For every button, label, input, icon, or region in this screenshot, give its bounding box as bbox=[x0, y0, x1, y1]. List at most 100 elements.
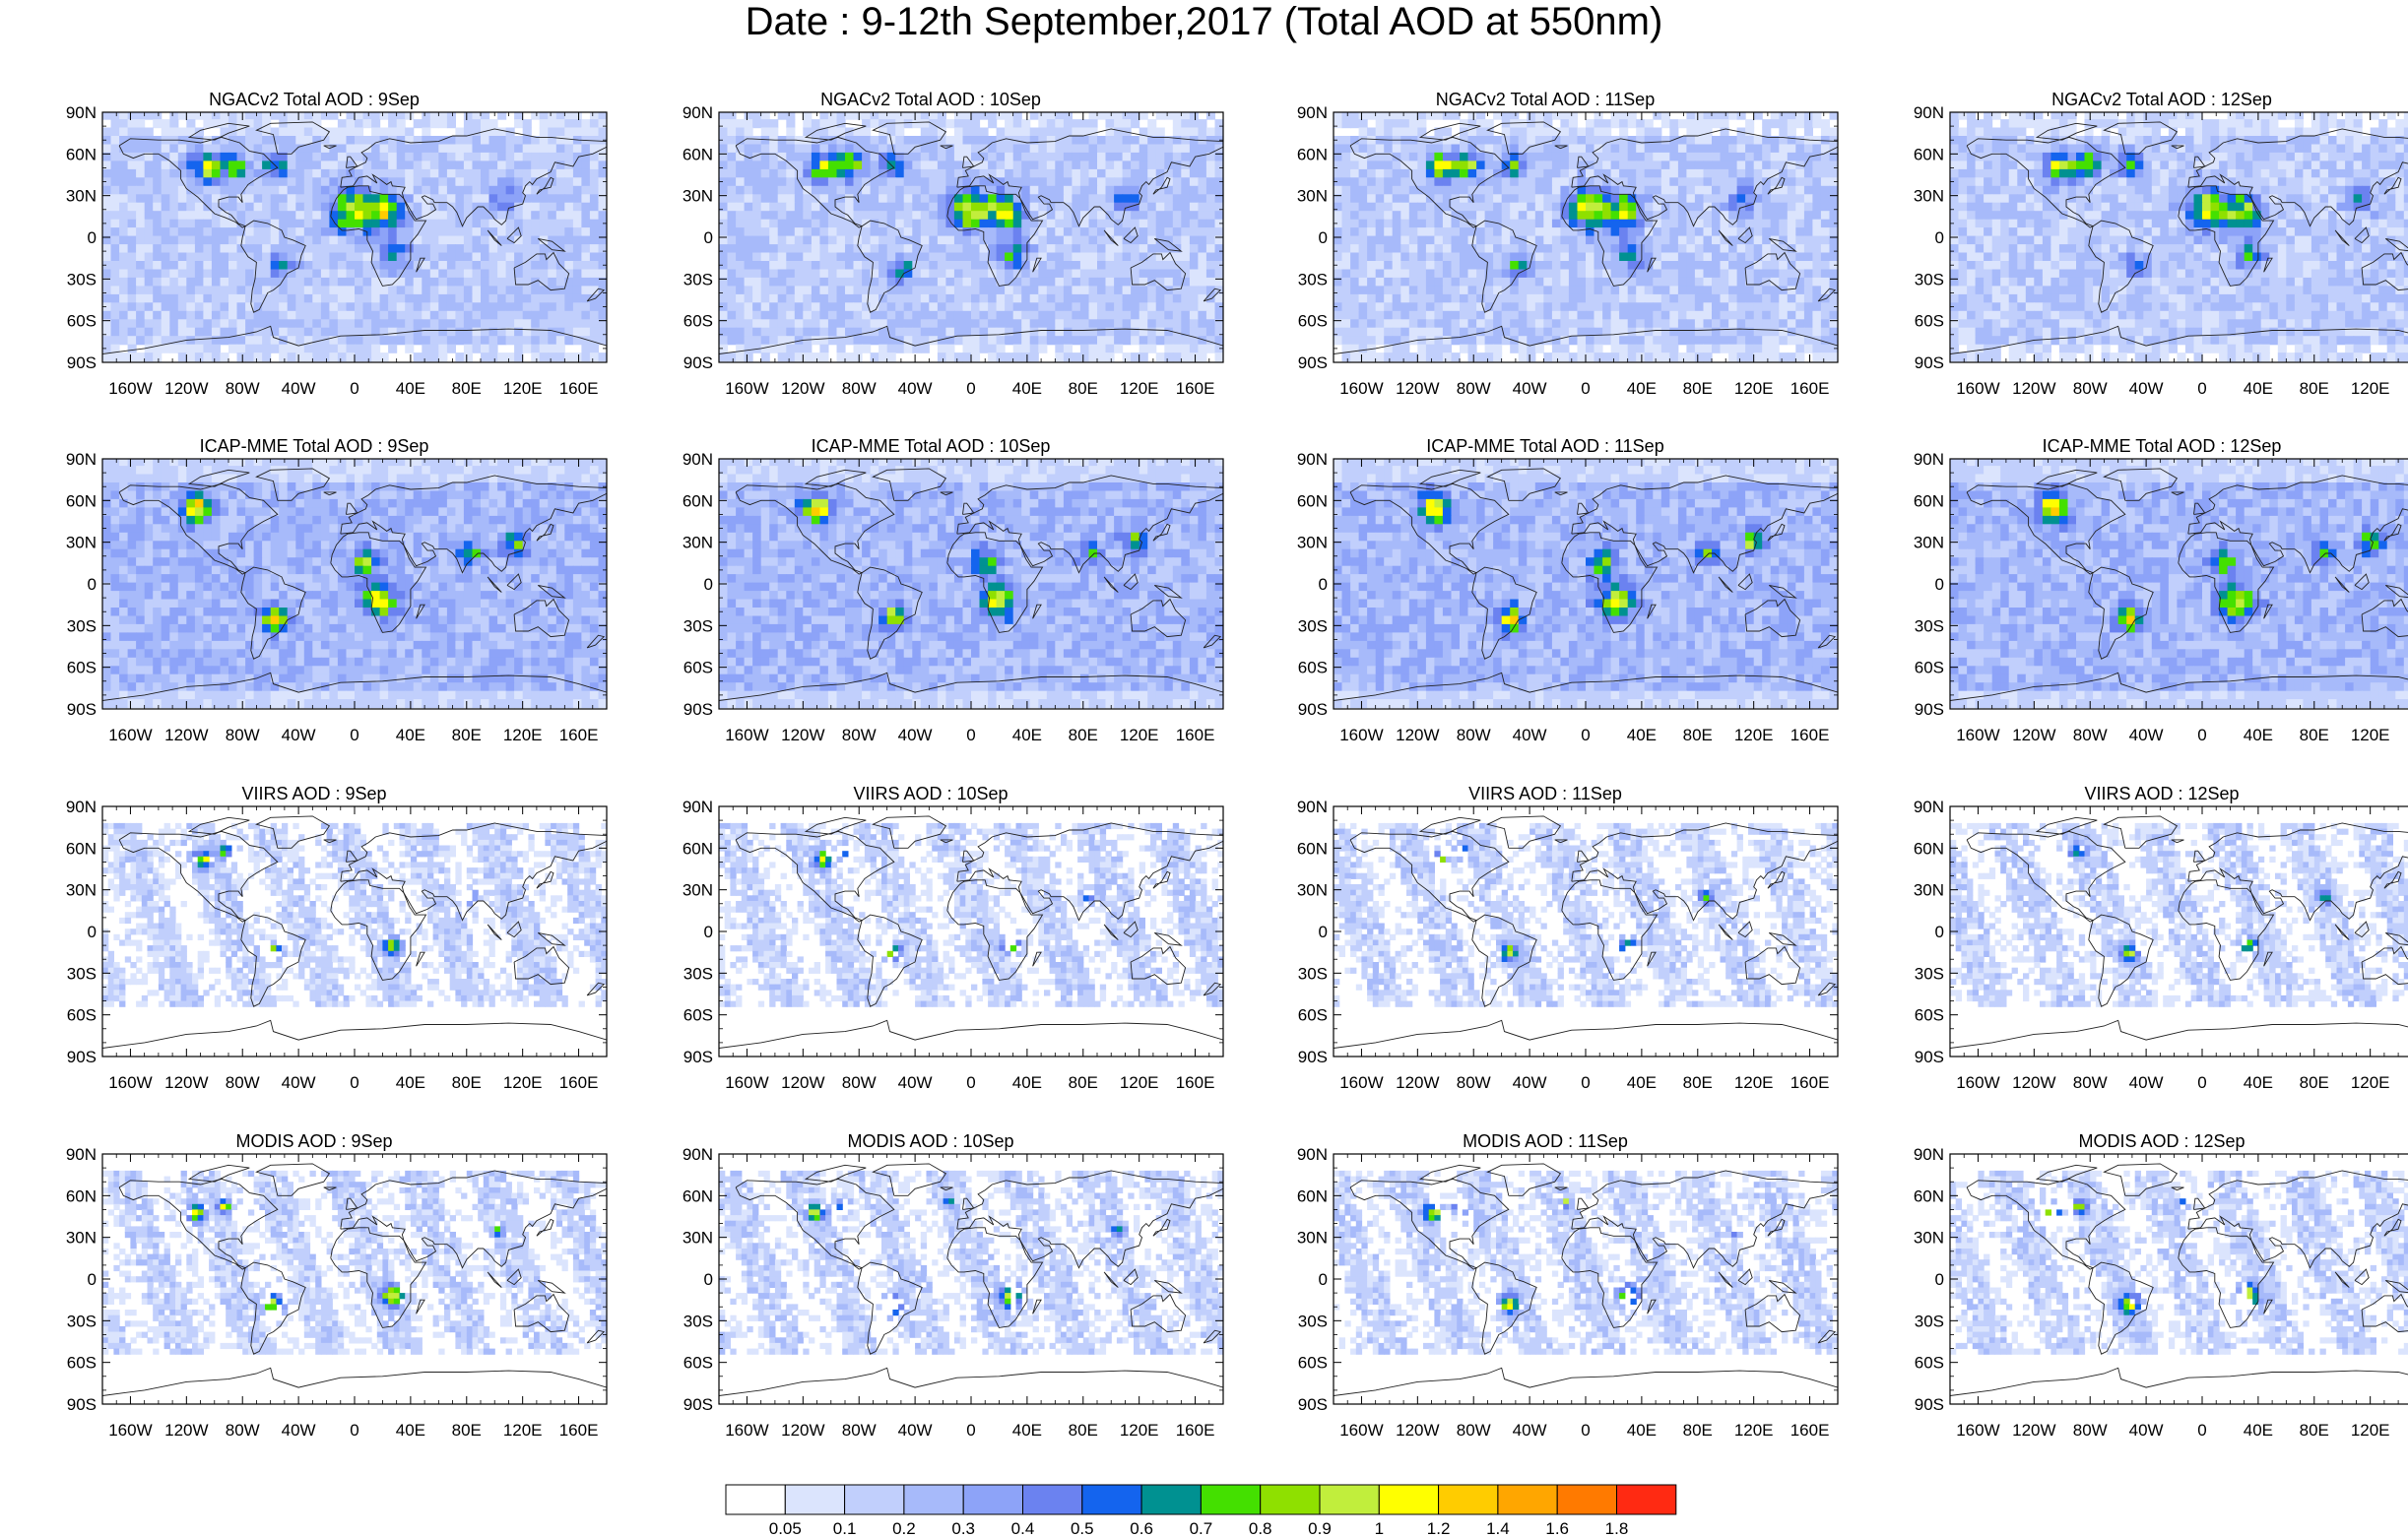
lon-tick-label: 160W bbox=[1339, 1421, 1383, 1440]
panel-title: ICAP-MME Total AOD : 10Sep bbox=[668, 435, 1194, 457]
aod-field bbox=[719, 822, 1223, 1007]
lon-tick-label: 80W bbox=[842, 379, 877, 398]
lon-tick-label: 80W bbox=[842, 726, 877, 744]
lon-tick-label: 40W bbox=[898, 1421, 933, 1440]
lon-tick-label: 160E bbox=[2407, 726, 2408, 744]
aod-field bbox=[1334, 822, 1838, 1007]
colorbar-swatch bbox=[1260, 1484, 1321, 1515]
map-panel: MODIS AOD : 12Sep 90N 60N 30N 0 30S 60S 90S 160W… bbox=[1899, 1130, 2408, 1465]
lon-tick-label: 80E bbox=[1683, 1421, 1713, 1440]
lon-tick-label: 40E bbox=[396, 1073, 425, 1092]
panel-title: VIIRS AOD : 10Sep bbox=[668, 783, 1194, 804]
aod-field bbox=[1334, 459, 1838, 709]
lat-tick-label: 30S bbox=[1298, 1312, 1328, 1330]
lon-tick-label: 40W bbox=[282, 379, 316, 398]
lat-tick-label: 90N bbox=[1914, 798, 1944, 816]
aod-field bbox=[1950, 459, 2408, 709]
lat-tick-label: 30S bbox=[67, 1312, 97, 1330]
lon-tick-label: 40E bbox=[2244, 1421, 2273, 1440]
lat-tick-label: 90S bbox=[1915, 1048, 1944, 1066]
aod-field bbox=[102, 459, 607, 709]
lon-tick-label: 40W bbox=[2129, 726, 2164, 744]
colorbar: 0.05 0.1 0.2 0.3 0.4 0.5 0.6 0.7 0.8 0.9 1 1.2 1.4 1.… bbox=[725, 1484, 1677, 1538]
lat-tick-label: 30N bbox=[66, 187, 97, 206]
panel-title: MODIS AOD : 11Sep bbox=[1282, 1130, 1808, 1152]
lon-tick-label: 160E bbox=[1176, 1073, 1215, 1092]
map-plot: 90N 60N 30N 0 30S 60S 90S 160W 120W 80W 40W 0 40E 80E… bbox=[1297, 798, 1839, 1092]
lon-tick-label: 80E bbox=[2300, 379, 2329, 398]
colorbar-label: 0.8 bbox=[1249, 1519, 1272, 1538]
lat-tick-label: 60N bbox=[683, 1186, 713, 1205]
lat-tick-label: 0 bbox=[1935, 923, 1944, 941]
map-plot: 90N 60N 30N 0 30S 60S 90S 160W 120W 80W 40W 0 40E 80E… bbox=[683, 798, 1224, 1092]
lon-tick-label: 160W bbox=[108, 726, 152, 744]
lat-tick-label: 30S bbox=[1915, 964, 1944, 983]
lon-tick-label: 80W bbox=[1457, 379, 1491, 398]
map-panel: NGACv2 Total AOD : 11Sep 90N 60N 30N 0 30S 60S… bbox=[1282, 89, 1839, 423]
lat-tick-label: 60S bbox=[683, 1006, 713, 1025]
lat-tick-label: 30N bbox=[66, 881, 97, 900]
colorbar-swatch bbox=[1081, 1484, 1142, 1515]
colorbar-swatch bbox=[844, 1484, 905, 1515]
colorbar-swatch bbox=[1438, 1484, 1499, 1515]
lat-tick-label: 90S bbox=[1298, 1048, 1328, 1066]
lon-tick-label: 40E bbox=[1627, 726, 1657, 744]
lon-tick-label: 0 bbox=[350, 1073, 358, 1092]
lat-tick-label: 60S bbox=[67, 659, 97, 677]
lat-tick-label: 60N bbox=[66, 491, 97, 510]
lon-tick-label: 120W bbox=[2012, 726, 2055, 744]
colorbar-label: 0.1 bbox=[833, 1519, 857, 1538]
lon-tick-label: 80E bbox=[1069, 726, 1098, 744]
colorbar-swatch bbox=[1497, 1484, 1558, 1515]
lat-tick-label: 90N bbox=[683, 1145, 713, 1164]
lon-tick-label: 0 bbox=[966, 1073, 975, 1092]
lat-tick-label: 0 bbox=[88, 923, 97, 941]
lat-tick-label: 60N bbox=[1297, 839, 1328, 858]
lon-tick-label: 160W bbox=[1339, 1073, 1383, 1092]
lat-tick-label: 30N bbox=[683, 1229, 713, 1248]
lon-tick-label: 40E bbox=[1627, 1073, 1657, 1092]
coastlines bbox=[1334, 815, 1838, 1049]
lat-tick-label: 90S bbox=[1298, 1395, 1328, 1414]
lon-tick-label: 40W bbox=[1513, 726, 1547, 744]
lat-tick-label: 60N bbox=[1297, 145, 1328, 163]
lon-tick-label: 0 bbox=[966, 379, 975, 398]
lat-tick-label: 30S bbox=[683, 616, 713, 635]
lat-tick-label: 90N bbox=[1297, 450, 1328, 469]
lat-tick-label: 30N bbox=[683, 881, 713, 900]
lat-tick-label: 60S bbox=[1915, 659, 1944, 677]
lon-tick-label: 80E bbox=[2300, 726, 2329, 744]
colorbar-swatch bbox=[725, 1484, 786, 1515]
lon-tick-label: 160E bbox=[2407, 1421, 2408, 1440]
lon-tick-label: 40E bbox=[2244, 1073, 2273, 1092]
map-panel: NGACv2 Total AOD : 12Sep 90N 60N 30N 0 30S 60S… bbox=[1899, 89, 2408, 423]
lon-tick-label: 120W bbox=[2012, 1073, 2055, 1092]
map-panel: VIIRS AOD : 10Sep 90N 60N 30N 0 30S 60S 90S 160W… bbox=[668, 783, 1224, 1118]
lon-tick-label: 80W bbox=[2073, 379, 2108, 398]
lat-tick-label: 60S bbox=[683, 1354, 713, 1373]
lon-tick-label: 120W bbox=[1396, 726, 1439, 744]
lat-tick-label: 0 bbox=[88, 575, 97, 594]
map-panel: ICAP-MME Total AOD : 10Sep 90N 60N 30N 0 30S 6… bbox=[668, 435, 1224, 770]
lat-tick-label: 90S bbox=[683, 1048, 713, 1066]
lon-tick-label: 160W bbox=[725, 1421, 768, 1440]
lat-tick-label: 30N bbox=[1914, 881, 1944, 900]
panel-title: VIIRS AOD : 11Sep bbox=[1282, 783, 1808, 804]
map-panel: VIIRS AOD : 11Sep 90N 60N 30N 0 30S 60S 90S 160W… bbox=[1282, 783, 1839, 1118]
lon-tick-label: 0 bbox=[2197, 1421, 2206, 1440]
lon-tick-label: 80E bbox=[2300, 1421, 2329, 1440]
lat-tick-label: 60N bbox=[1914, 839, 1944, 858]
lat-tick-label: 90S bbox=[1915, 1395, 1944, 1414]
lon-tick-label: 40W bbox=[1513, 379, 1547, 398]
lat-tick-label: 90N bbox=[1914, 450, 1944, 469]
colorbar-swatch bbox=[1616, 1484, 1677, 1515]
lon-tick-label: 120E bbox=[1120, 726, 1159, 744]
lon-tick-label: 160W bbox=[1339, 726, 1383, 744]
lon-tick-label: 80E bbox=[2300, 1073, 2329, 1092]
map-plot: 90N 60N 30N 0 30S 60S 90S 160W 120W 80W 40W 0 40E 80E… bbox=[66, 450, 608, 744]
colorbar-swatch bbox=[784, 1484, 846, 1515]
lat-tick-label: 60N bbox=[1914, 145, 1944, 163]
coastlines bbox=[102, 468, 607, 701]
lon-tick-label: 40W bbox=[282, 726, 316, 744]
lat-tick-label: 90N bbox=[66, 103, 97, 122]
